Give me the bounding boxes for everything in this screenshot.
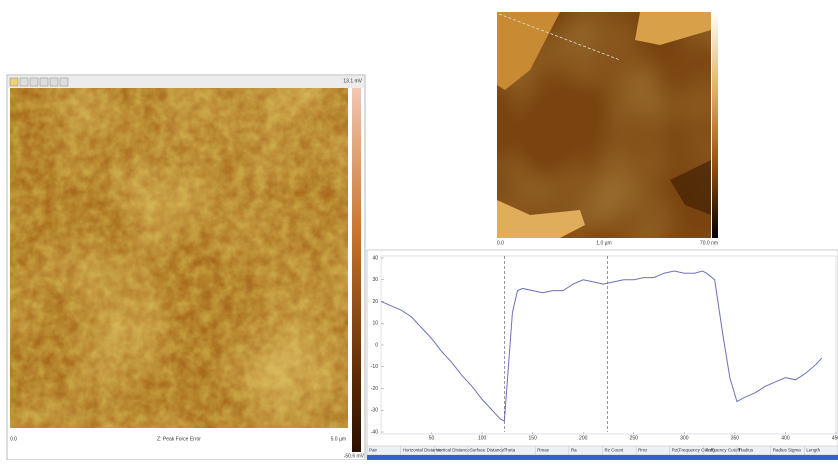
y-tick-label: 30 — [372, 277, 378, 283]
y-tick-label: -10 — [371, 364, 378, 370]
x-tick-label: 250 — [630, 435, 639, 441]
x-tick-label: 150 — [528, 435, 537, 441]
table-row[interactable] — [367, 455, 838, 460]
y-tick-label: 0 — [375, 342, 378, 348]
column-header: Rmz — [638, 448, 648, 453]
x-tick-label: 450 — [832, 435, 838, 441]
y-tick-label: -30 — [371, 408, 378, 414]
y-tick-label: 40 — [372, 255, 378, 261]
x-end: 5.0 µm — [331, 436, 346, 442]
column-header: Frequency Cutoff — [705, 448, 740, 453]
colorbar — [712, 12, 718, 238]
page: {"left_panel":{"colorbar_max":"13.1 mV",… — [0, 0, 838, 465]
channel-label: Z: Peak Force Error — [157, 436, 201, 442]
column-header: Theta — [504, 448, 516, 453]
column-header: Length — [806, 448, 820, 453]
column-header: Surface Distance — [470, 448, 505, 453]
x-start: 0.0 — [497, 240, 504, 246]
column-header: Pair — [369, 448, 378, 453]
x-tick-label: 200 — [579, 435, 588, 441]
column-header: Rz Count — [605, 448, 625, 453]
afm-texture — [10, 88, 348, 428]
x-tick-label: 350 — [731, 435, 740, 441]
y-tick-label: 20 — [372, 299, 378, 305]
column-header: Rmax — [537, 448, 550, 453]
x-tick-label: 100 — [478, 435, 487, 441]
x-tick-label: 50 — [429, 435, 435, 441]
y-tick-label: 10 — [372, 321, 378, 327]
x-tick-label: 300 — [680, 435, 689, 441]
x-tick-label: 400 — [781, 435, 790, 441]
y-tick-label: -40 — [371, 429, 378, 435]
column-header: Ra — [571, 448, 577, 453]
colorbar-min: -50.6 mV — [344, 453, 365, 459]
colorbar — [352, 88, 361, 452]
x-mid: 1.0 µm — [596, 240, 611, 246]
colorbar-label: 70.0 nm — [700, 240, 718, 246]
colorbar-max: 13.1 mV — [343, 78, 362, 84]
y-tick-label: -20 — [371, 386, 378, 392]
x-start: 0.0 — [10, 436, 17, 442]
column-header: Vertical Distance — [436, 448, 470, 453]
column-header: Radius Sigma — [773, 448, 802, 453]
column-header: Radius — [739, 448, 754, 453]
screen: 13.1 mV -50.6 mV 0.0 Z: Peak Force Error… — [0, 0, 838, 460]
